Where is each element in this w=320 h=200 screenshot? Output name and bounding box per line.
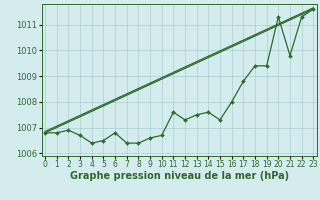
X-axis label: Graphe pression niveau de la mer (hPa): Graphe pression niveau de la mer (hPa) <box>70 171 289 181</box>
